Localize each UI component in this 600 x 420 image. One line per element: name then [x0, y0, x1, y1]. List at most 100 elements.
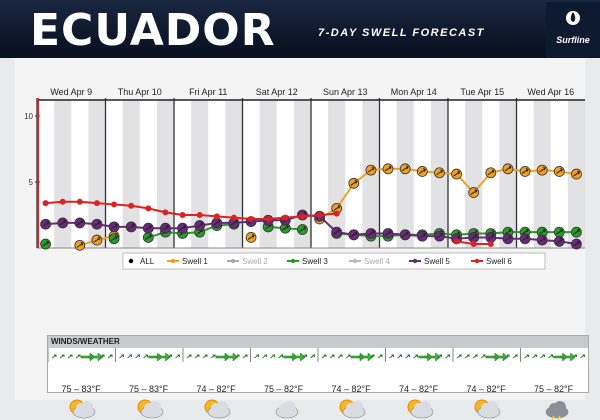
point-swell-6[interactable] — [111, 201, 118, 208]
point-swell-6[interactable] — [162, 209, 169, 216]
legend-item-swell-5[interactable]: Swell 5 — [409, 257, 450, 266]
point-swell-6[interactable] — [42, 200, 49, 207]
point-swell-6[interactable] — [265, 215, 272, 222]
point-swell-5[interactable] — [348, 229, 360, 241]
point-swell-5[interactable] — [365, 228, 377, 239]
wind-arrow-icon — [67, 354, 73, 359]
point-swell-5[interactable] — [177, 222, 188, 234]
point-swell-6[interactable] — [282, 214, 289, 221]
point-swell-6[interactable] — [333, 210, 340, 217]
point-swell-6[interactable] — [93, 200, 100, 207]
day-label: Wed Apr 9 — [50, 87, 92, 97]
point-swell-6[interactable] — [470, 241, 477, 248]
point-swell-5[interactable] — [91, 218, 103, 230]
point-swell-5[interactable] — [553, 235, 565, 247]
wind-arrow-icon — [88, 352, 104, 362]
point-swell-6[interactable] — [299, 213, 306, 220]
wind-arrow-icon — [194, 354, 200, 359]
legend-item-swell-2[interactable]: Swell 2 — [227, 257, 268, 266]
wind-arrow-icon — [210, 354, 216, 359]
point-swell-5[interactable] — [108, 221, 120, 233]
wind-arrow-icon — [548, 354, 553, 359]
point-swell-1[interactable] — [536, 164, 548, 176]
night-band — [191, 100, 209, 248]
point-swell-5[interactable] — [382, 228, 394, 239]
point-swell-5[interactable] — [468, 232, 480, 243]
point-swell-1[interactable] — [571, 168, 582, 180]
point-swell-1[interactable] — [502, 163, 514, 175]
point-swell-5[interactable] — [142, 222, 154, 234]
point-swell-3[interactable] — [297, 224, 308, 235]
point-swell-6[interactable] — [179, 212, 186, 218]
point-swell-5[interactable] — [57, 217, 69, 229]
wind-arrow-icon — [358, 352, 374, 362]
legend-item-all[interactable]: ALL — [128, 257, 155, 266]
point-swell-5[interactable] — [40, 218, 51, 230]
point-swell-5[interactable] — [536, 234, 548, 246]
point-swell-1[interactable] — [74, 239, 86, 251]
point-swell-1[interactable] — [519, 166, 531, 177]
legend-item-swell-6[interactable]: Swell 6 — [471, 257, 512, 266]
point-swell-3[interactable] — [571, 226, 582, 238]
point-swell-6[interactable] — [316, 212, 323, 218]
point-swell-6[interactable] — [128, 202, 135, 209]
legend-item-swell-3[interactable]: Swell 3 — [287, 257, 328, 266]
point-swell-1[interactable] — [485, 167, 497, 179]
point-swell-5[interactable] — [502, 233, 514, 245]
point-swell-1[interactable] — [468, 187, 480, 198]
point-swell-5[interactable] — [160, 222, 171, 234]
point-swell-3[interactable] — [553, 226, 565, 238]
wind-arrow-icon — [278, 354, 283, 359]
temperature-range: 74 – 82°F — [196, 384, 236, 394]
point-swell-5[interactable] — [416, 230, 428, 242]
point-swell-6[interactable] — [487, 241, 494, 248]
legend-item-swell-4[interactable]: Swell 4 — [349, 257, 390, 266]
point-swell-5[interactable] — [485, 232, 497, 243]
point-swell-1[interactable] — [348, 177, 360, 189]
point-swell-6[interactable] — [248, 215, 255, 222]
wind-arrow-icon — [456, 354, 462, 359]
point-swell-6[interactable] — [196, 212, 203, 218]
wind-arrow-icon — [310, 354, 315, 359]
point-swell-1[interactable] — [91, 234, 103, 246]
point-swell-5[interactable] — [125, 221, 137, 233]
point-swell-1[interactable] — [434, 167, 445, 179]
point-swell-1[interactable] — [365, 164, 377, 176]
point-swell-1[interactable] — [245, 232, 257, 243]
point-swell-1[interactable] — [451, 168, 462, 180]
point-swell-6[interactable] — [76, 198, 83, 205]
point-swell-1[interactable] — [382, 163, 394, 175]
point-swell-1[interactable] — [416, 166, 428, 177]
point-swell-5[interactable] — [399, 229, 411, 241]
temperature-range: 75 – 83°F — [128, 384, 169, 394]
legend-item-swell-1[interactable]: Swell 1 — [167, 257, 208, 266]
y-tick-label: 10 — [24, 112, 33, 121]
point-swell-5[interactable] — [331, 226, 343, 238]
point-swell-3[interactable] — [142, 232, 154, 243]
point-swell-5[interactable] — [211, 217, 223, 229]
point-swell-6[interactable] — [453, 238, 460, 245]
point-swell-5[interactable] — [519, 233, 531, 245]
temperature-range: 75 – 82°F — [263, 384, 304, 394]
wind-arrow-icon — [167, 354, 172, 359]
point-swell-6[interactable] — [230, 214, 237, 221]
point-swell-5[interactable] — [434, 230, 445, 242]
surfline-logo[interactable]: Surfline — [546, 2, 600, 58]
wind-arrow-icon — [254, 354, 259, 359]
point-swell-5[interactable] — [194, 220, 206, 231]
point-swell-3[interactable] — [40, 238, 51, 250]
temperature-range: 74 – 82°F — [466, 384, 506, 394]
wind-arrow-icon — [426, 352, 441, 362]
point-swell-3[interactable] — [108, 233, 120, 245]
wind-arrow-icon — [99, 354, 105, 359]
point-swell-6[interactable] — [145, 205, 152, 212]
svg-text:Swell 1: Swell 1 — [182, 257, 208, 266]
point-swell-5[interactable] — [571, 238, 582, 250]
point-swell-1[interactable] — [399, 163, 411, 175]
point-swell-5[interactable] — [74, 217, 86, 229]
point-swell-6[interactable] — [213, 213, 220, 220]
point-swell-6[interactable] — [59, 198, 66, 205]
night-band — [122, 100, 140, 248]
temperature-range: 75 – 83°F — [61, 384, 101, 394]
point-swell-1[interactable] — [553, 166, 565, 177]
